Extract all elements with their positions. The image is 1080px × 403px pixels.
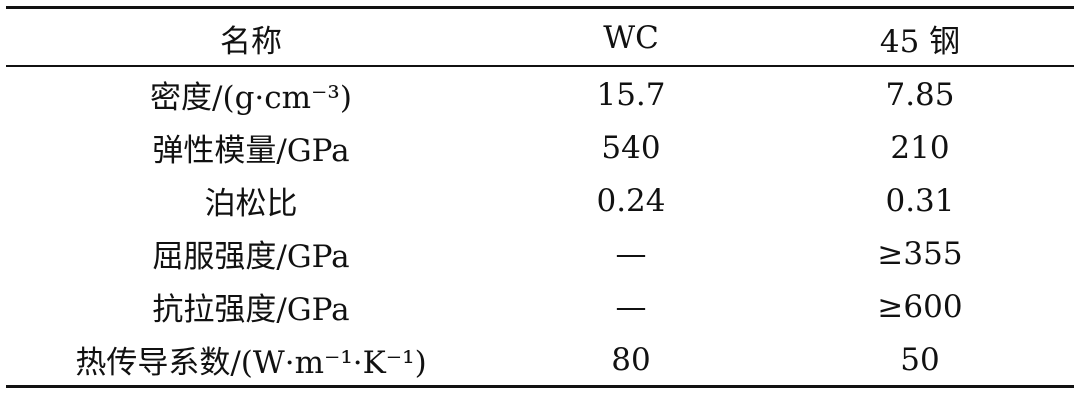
table-row: 抗拉强度/GPa — ≥600 (6, 279, 1074, 332)
wc-value: 540 (601, 129, 661, 166)
header-name: 名称 (220, 23, 282, 60)
wc-value: 0.24 (596, 182, 666, 219)
row-label: 抗拉强度/GPa (152, 292, 350, 328)
table-row: 屈服强度/GPa — ≥355 (6, 226, 1074, 279)
table-row: 泊松比 0.24 0.31 (6, 173, 1074, 226)
steel-value: ≥355 (877, 235, 963, 272)
table-header-rule (6, 65, 1074, 67)
steel-value: 7.85 (885, 76, 955, 113)
row-label: 热传导系数/(W·m⁻¹·K⁻¹) (75, 345, 427, 381)
material-properties-table: 名称 WC 45 钢 密度/(g·cm⁻³) 15.7 7.85 弹性模量/GP… (6, 6, 1074, 388)
wc-value: — (615, 235, 647, 272)
table-bottom-rule (6, 385, 1074, 388)
steel-value: 210 (890, 129, 950, 166)
steel-value: ≥600 (877, 288, 963, 325)
table-header-row: 名称 WC 45 钢 (6, 9, 1074, 65)
wc-value: 80 (611, 341, 651, 378)
table-top-rule (6, 6, 1074, 9)
table-row: 密度/(g·cm⁻³) 15.7 7.85 (6, 67, 1074, 120)
steel-value: 0.31 (885, 182, 955, 219)
row-label: 弹性模量/GPa (152, 133, 350, 169)
table-row: 热传导系数/(W·m⁻¹·K⁻¹) 80 50 (6, 332, 1074, 385)
row-label: 屈服强度/GPa (152, 239, 350, 275)
header-wc: WC (603, 20, 659, 56)
row-label: 泊松比 (204, 186, 298, 222)
wc-value: 15.7 (596, 76, 666, 113)
table-row: 弹性模量/GPa 540 210 (6, 120, 1074, 173)
wc-value: — (615, 288, 647, 325)
steel-value: 50 (900, 341, 940, 378)
header-45-steel: 45 钢 (879, 23, 961, 60)
row-label: 密度/(g·cm⁻³) (150, 80, 352, 116)
